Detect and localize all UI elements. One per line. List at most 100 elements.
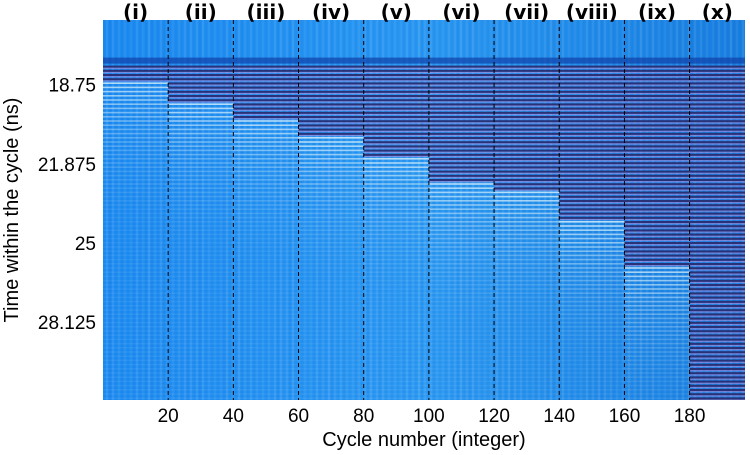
texture-column [322,20,324,400]
dark-stripe [428,116,495,119]
dark-stripe [624,229,690,232]
dark-stripe [559,107,625,110]
light-stripe [103,258,169,261]
light-stripe [233,397,299,399]
stripe-highlight [559,172,625,174]
stripe-highlight [559,71,625,74]
stripe-highlight [624,189,690,191]
light-stripe [168,347,234,349]
dark-stripe [494,179,560,182]
dark-stripe [624,95,690,98]
dark-stripe [233,103,299,106]
stripe-highlight [689,357,745,359]
dark-stripe [559,191,625,194]
light-stripe [298,141,364,143]
stripe-highlight [428,181,495,183]
dark-stripe [624,166,690,169]
stripe-highlight [298,80,364,82]
stripe-highlight [298,88,364,90]
light-stripe [428,321,495,324]
light-stripe [168,187,234,189]
light-stripe [103,158,169,160]
dark-stripe [689,296,745,299]
light-stripe [103,132,169,135]
light-stripe [624,300,690,303]
region-labels: (i) (ii) (iii) (iv) (v) (vi) (vii) (viii) (ix) (x… [123,0,733,24]
stripe-highlight [559,218,625,221]
light-stripe [103,116,169,118]
light-stripe [363,174,429,177]
dark-stripe [103,78,169,81]
light-stripe [103,263,169,265]
dark-stripe [624,183,690,186]
dark-stripe [689,124,745,127]
stripe-highlight [689,160,745,162]
stripe-highlight [624,67,690,69]
light-stripe [168,384,234,387]
stripe-highlight [494,84,560,86]
light-stripe [103,99,169,101]
dark-stripe [624,162,690,165]
stripe-highlight [298,122,364,124]
stripe-highlight [689,328,745,330]
light-stripe [363,166,429,168]
light-stripe [168,132,234,135]
light-stripe [233,242,299,244]
texture-column [325,20,327,400]
light-stripe [559,338,625,341]
light-stripe [168,166,234,168]
light-stripe [363,372,429,374]
dark-stripe [624,116,690,119]
light-stripe [233,149,299,152]
dark-stripe [689,187,745,190]
light-stripe [103,313,169,315]
stripe-highlight [559,214,625,216]
dark-stripe [168,82,234,85]
light-stripe [233,145,299,147]
dark-stripe [494,65,560,68]
dark-stripe [233,111,299,114]
stripe-highlight [559,147,625,149]
light-stripe [298,212,364,215]
stripe-highlight [298,97,364,99]
texture-column [190,20,192,400]
dark-stripe [363,128,429,131]
light-stripe [624,342,690,345]
dark-stripe [494,95,560,98]
texture-column [160,20,162,400]
light-stripe [428,284,495,286]
stripe-highlight [428,109,495,111]
light-stripe [559,372,625,374]
stripe-highlight [624,214,690,216]
stripe-highlight [624,260,690,263]
light-stripe [103,195,169,198]
stripe-highlight [428,126,495,128]
light-stripe [363,221,429,223]
light-stripe [559,267,625,269]
dark-stripe [494,103,560,106]
light-stripe [168,376,234,378]
dark-stripe [233,82,299,85]
dark-stripe [624,233,690,236]
stripe-highlight [624,151,690,153]
stripe-highlight [363,88,429,90]
texture-column [382,20,384,400]
stripe-highlight [428,143,495,145]
stripe-highlight [559,193,625,195]
stripe-highlight [494,118,560,120]
light-stripe [233,166,299,168]
dark-stripe [494,158,560,161]
stripe-highlight [494,160,560,162]
stripe-highlight [689,399,745,400]
stripe-highlight [428,130,495,132]
light-stripe [233,200,299,202]
stripe-highlight [559,88,625,90]
light-stripe [233,225,299,227]
stripe-highlight [233,113,299,116]
texture-column [250,20,252,400]
light-stripe [624,284,690,286]
light-stripe [103,296,169,299]
stripe-highlight [624,160,690,162]
light-stripe [428,288,495,290]
light-stripe [168,313,234,315]
